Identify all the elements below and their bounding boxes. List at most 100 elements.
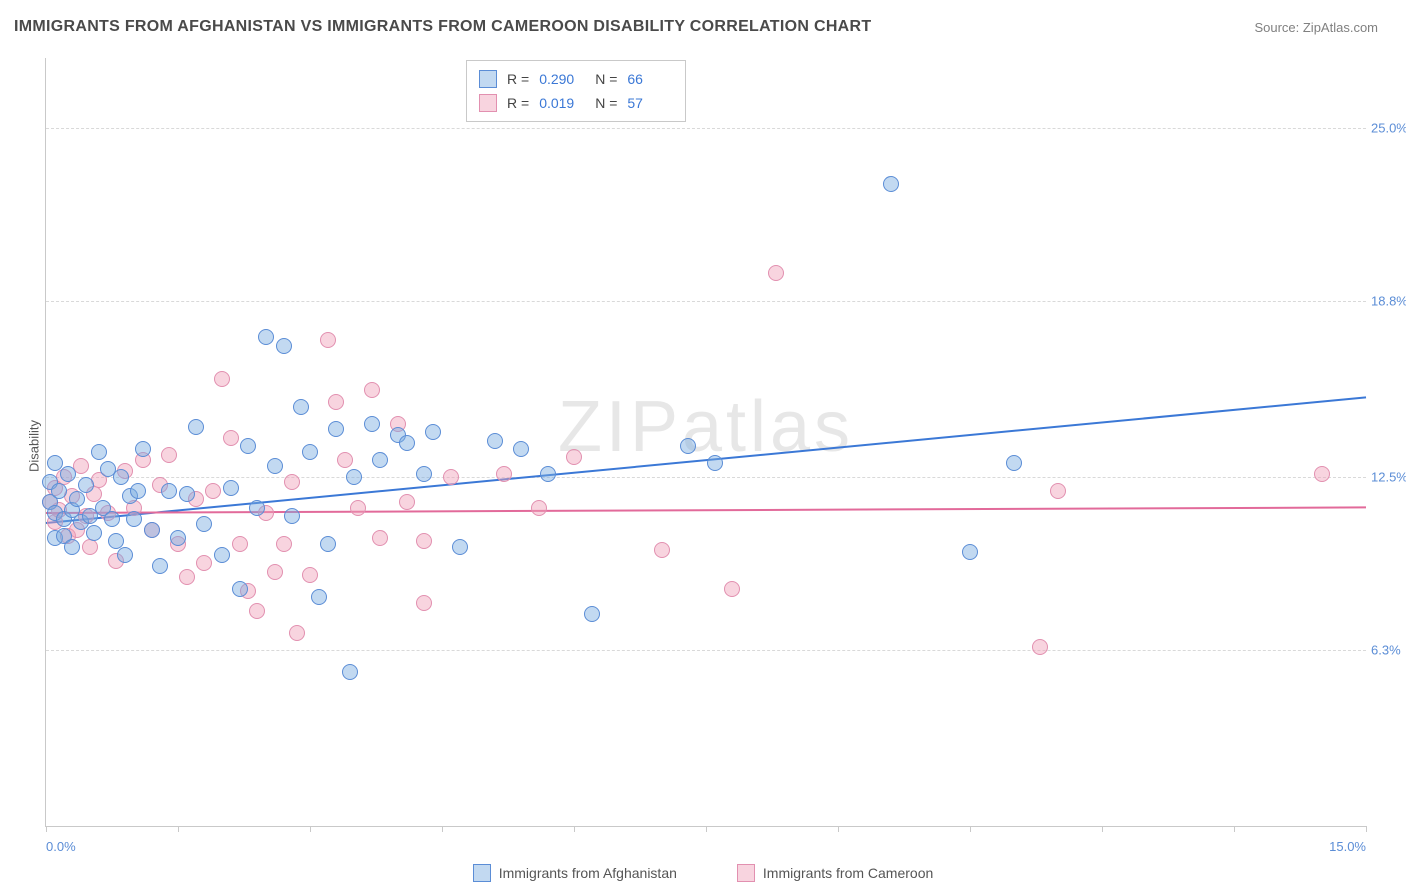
ytick-label: 6.3% xyxy=(1371,643,1406,658)
data-point xyxy=(425,424,441,440)
data-point xyxy=(443,469,459,485)
data-point xyxy=(337,452,353,468)
swatch-blue-icon xyxy=(473,864,491,882)
ytick-label: 18.8% xyxy=(1371,293,1406,308)
data-point xyxy=(654,542,670,558)
data-point xyxy=(276,338,292,354)
data-point xyxy=(320,332,336,348)
data-point xyxy=(416,466,432,482)
legend-r-pink: 0.019 xyxy=(539,95,585,111)
ytick-label: 25.0% xyxy=(1371,120,1406,135)
data-point xyxy=(179,569,195,585)
data-point xyxy=(214,371,230,387)
data-point xyxy=(104,511,120,527)
data-point xyxy=(196,555,212,571)
data-point xyxy=(196,516,212,532)
bottom-legend-label-pink: Immigrants from Cameroon xyxy=(763,865,933,881)
data-point xyxy=(311,589,327,605)
data-point xyxy=(680,438,696,454)
data-point xyxy=(249,603,265,619)
data-point xyxy=(364,382,380,398)
bottom-legend: Immigrants from Afghanistan Immigrants f… xyxy=(0,864,1406,882)
data-point xyxy=(223,430,239,446)
data-point xyxy=(372,530,388,546)
data-point xyxy=(1006,455,1022,471)
data-point xyxy=(78,477,94,493)
data-point xyxy=(707,455,723,471)
data-point xyxy=(64,539,80,555)
swatch-blue-icon xyxy=(479,70,497,88)
data-point xyxy=(346,469,362,485)
data-point xyxy=(82,539,98,555)
gridline xyxy=(46,128,1366,129)
data-point xyxy=(240,438,256,454)
xtick-label: 15.0% xyxy=(1329,839,1366,854)
correlation-legend: R = 0.290 N = 66 R = 0.019 N = 57 xyxy=(466,60,686,122)
data-point xyxy=(258,329,274,345)
data-point xyxy=(205,483,221,499)
data-point xyxy=(232,581,248,597)
data-point xyxy=(302,444,318,460)
data-point xyxy=(1050,483,1066,499)
data-point xyxy=(223,480,239,496)
data-point xyxy=(69,491,85,507)
data-point xyxy=(566,449,582,465)
xtick-mark xyxy=(574,826,575,832)
data-point xyxy=(350,500,366,516)
legend-r-label: R = xyxy=(507,95,529,111)
data-point xyxy=(91,444,107,460)
data-point xyxy=(267,458,283,474)
chart-title: IMMIGRANTS FROM AFGHANISTAN VS IMMIGRANT… xyxy=(14,18,871,36)
data-point xyxy=(302,567,318,583)
legend-row-blue: R = 0.290 N = 66 xyxy=(479,67,673,91)
watermark: ZIPatlas xyxy=(558,386,854,468)
data-point xyxy=(364,416,380,432)
ytick-label: 12.5% xyxy=(1371,469,1406,484)
data-point xyxy=(214,547,230,563)
data-point xyxy=(232,536,248,552)
legend-n-pink: 57 xyxy=(627,95,673,111)
data-point xyxy=(328,394,344,410)
swatch-pink-icon xyxy=(737,864,755,882)
xtick-mark xyxy=(178,826,179,832)
data-point xyxy=(144,522,160,538)
bottom-legend-item-blue: Immigrants from Afghanistan xyxy=(473,864,677,882)
data-point xyxy=(152,558,168,574)
data-point xyxy=(170,530,186,546)
data-point xyxy=(540,466,556,482)
data-point xyxy=(399,494,415,510)
data-point xyxy=(584,606,600,622)
data-point xyxy=(51,483,67,499)
data-point xyxy=(1314,466,1330,482)
data-point xyxy=(342,664,358,680)
legend-n-label: N = xyxy=(595,95,617,111)
data-point xyxy=(188,419,204,435)
data-point xyxy=(161,483,177,499)
data-point xyxy=(372,452,388,468)
gridline xyxy=(46,301,1366,302)
trend-line-pink xyxy=(46,506,1366,514)
data-point xyxy=(267,564,283,580)
data-point xyxy=(328,421,344,437)
data-point xyxy=(883,176,899,192)
data-point xyxy=(452,539,468,555)
legend-r-blue: 0.290 xyxy=(539,71,585,87)
chart-source: Source: ZipAtlas.com xyxy=(1254,20,1378,35)
data-point xyxy=(416,595,432,611)
xtick-mark xyxy=(838,826,839,832)
xtick-mark xyxy=(970,826,971,832)
trend-line-blue xyxy=(46,396,1366,524)
data-point xyxy=(768,265,784,281)
data-point xyxy=(135,441,151,457)
legend-n-label: N = xyxy=(595,71,617,87)
y-axis-title: Disability xyxy=(27,420,42,472)
bottom-legend-item-pink: Immigrants from Cameroon xyxy=(737,864,933,882)
xtick-mark xyxy=(310,826,311,832)
data-point xyxy=(60,466,76,482)
xtick-mark xyxy=(1366,826,1367,832)
data-point xyxy=(513,441,529,457)
data-point xyxy=(161,447,177,463)
data-point xyxy=(724,581,740,597)
data-point xyxy=(86,525,102,541)
xtick-mark xyxy=(46,826,47,832)
